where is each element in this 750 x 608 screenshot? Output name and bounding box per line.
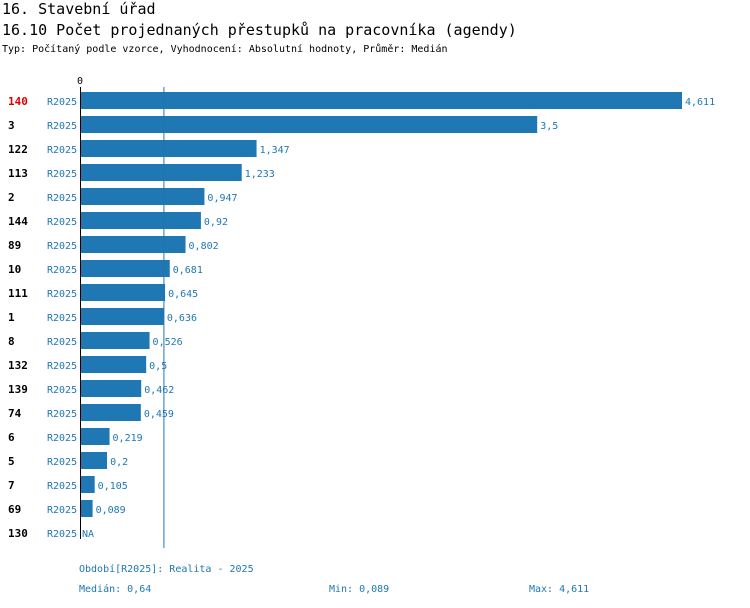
bar <box>81 164 242 181</box>
data-label: 0,947 <box>207 193 237 204</box>
data-label: 0,636 <box>167 313 197 324</box>
bar <box>81 500 93 517</box>
data-label: 0,462 <box>144 385 174 396</box>
category-label: 2 <box>8 191 15 204</box>
bar <box>81 476 95 493</box>
bar <box>81 380 142 397</box>
data-label: 0,526 <box>153 337 183 348</box>
data-label: 1,347 <box>260 145 290 156</box>
data-label: 0,105 <box>98 481 128 492</box>
series-label: R2025 <box>47 241 77 252</box>
series-label: R2025 <box>47 505 77 516</box>
bar <box>81 260 170 277</box>
series-label: R2025 <box>47 121 77 132</box>
category-label: 130 <box>8 527 28 540</box>
series-label: R2025 <box>47 529 77 540</box>
data-label: 4,611 <box>685 97 715 108</box>
category-label: 139 <box>8 383 28 396</box>
page-title: 16. Stavební úřad <box>2 0 156 18</box>
bar <box>81 140 257 157</box>
bar <box>81 188 205 205</box>
category-label: 3 <box>8 119 15 132</box>
footer-max: Max: 4,611 <box>529 584 590 595</box>
data-label: 0,459 <box>144 409 174 420</box>
data-label: 0,089 <box>96 505 126 516</box>
series-label: R2025 <box>47 337 77 348</box>
category-label: 10 <box>8 263 21 276</box>
category-label: 111 <box>8 287 28 300</box>
data-label: 0,2 <box>110 457 128 468</box>
bar <box>81 356 147 373</box>
category-label: 5 <box>8 455 15 468</box>
bar <box>81 452 108 469</box>
bar <box>81 404 141 421</box>
category-label: 74 <box>8 407 22 420</box>
series-label: R2025 <box>47 457 77 468</box>
category-label: 6 <box>8 431 15 444</box>
data-label: 0,681 <box>173 265 203 276</box>
data-label: 0,5 <box>149 361 167 372</box>
bar <box>81 92 682 109</box>
data-label: 0,645 <box>168 289 198 300</box>
bar <box>81 284 166 301</box>
footer-period: Období[R2025]: Realita - 2025 <box>79 564 254 575</box>
chart-title: 16.10 Počet projednaných přestupků na pr… <box>2 21 517 39</box>
series-label: R2025 <box>47 145 77 156</box>
data-label: 0,802 <box>189 241 219 252</box>
bar <box>81 332 150 349</box>
category-label: 7 <box>8 479 15 492</box>
series-label: R2025 <box>47 313 77 324</box>
series-label: R2025 <box>47 409 77 420</box>
category-label: 8 <box>8 335 15 348</box>
series-label: R2025 <box>47 169 77 180</box>
series-label: R2025 <box>47 433 77 444</box>
category-label: 132 <box>8 359 28 372</box>
category-label: 113 <box>8 167 28 180</box>
bar <box>81 428 110 445</box>
data-label: NA <box>82 529 94 540</box>
category-label: 1 <box>8 311 15 324</box>
series-label: R2025 <box>47 97 77 108</box>
footer-median: Medián: 0,64 <box>79 584 152 595</box>
series-label: R2025 <box>47 481 77 492</box>
bar <box>81 236 186 253</box>
category-label: 144 <box>8 215 28 228</box>
series-label: R2025 <box>47 193 77 204</box>
bar <box>81 116 538 133</box>
data-label: 0,219 <box>113 433 143 444</box>
bar <box>81 212 201 229</box>
data-label: 3,5 <box>540 121 558 132</box>
series-label: R2025 <box>47 385 77 396</box>
footer-min: Min: 0,089 <box>329 584 390 595</box>
category-label: 89 <box>8 239 21 252</box>
category-label: 69 <box>8 503 21 516</box>
data-label: 0,92 <box>204 217 228 228</box>
chart-subtitle: Typ: Počítaný podle vzorce, Vyhodnocení:… <box>2 44 448 55</box>
category-label: 140 <box>8 95 28 108</box>
data-label: 1,233 <box>245 169 275 180</box>
series-label: R2025 <box>47 217 77 228</box>
bar <box>81 308 164 325</box>
series-label: R2025 <box>47 289 77 300</box>
x-tick-label: 0 <box>77 76 83 87</box>
series-label: R2025 <box>47 265 77 276</box>
series-label: R2025 <box>47 361 77 372</box>
category-label: 122 <box>8 143 28 156</box>
